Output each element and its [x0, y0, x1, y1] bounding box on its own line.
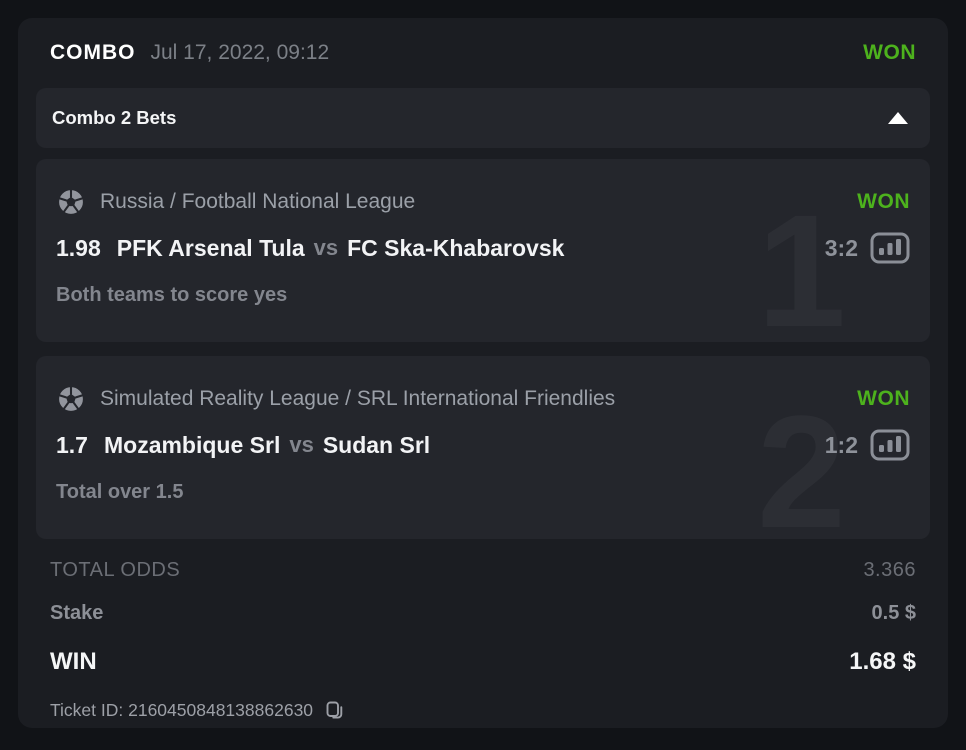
bet-index-watermark: 2: [757, 382, 846, 540]
away-team: Sudan Srl: [322, 431, 431, 458]
ticket-summary: TOTAL ODDS 3.366 Stake 0.5 $ WIN 1.68 $ …: [36, 553, 930, 735]
league-row: Russia / Football National League WON: [56, 159, 910, 217]
match-score: 3:2: [824, 234, 858, 261]
match-row: 1.7 Mozambique Srl vs Sudan Srl 1:2: [56, 429, 910, 461]
stake-row: Stake 0.5 $: [50, 587, 916, 639]
ticket-type-label: COMBO: [50, 41, 136, 64]
combo-ticket-card: COMBO Jul 17, 2022, 09:12 WON Combo 2 Be…: [18, 18, 948, 728]
match-stats-button[interactable]: [870, 429, 910, 461]
bet-outcome: Both teams to score yes: [56, 284, 288, 306]
vs-label: vs: [289, 432, 314, 457]
bet-index-watermark: 1: [757, 181, 846, 343]
ticket-datetime: Jul 17, 2022, 09:12: [150, 41, 330, 64]
home-team: PFK Arsenal Tula: [116, 234, 305, 261]
outcome-row: Total over 1.5: [56, 481, 910, 504]
copy-ticket-id-button[interactable]: [323, 699, 346, 722]
home-team: Mozambique Srl: [103, 431, 281, 458]
vs-label: vs: [313, 235, 339, 260]
bet-odds: 1.7: [56, 431, 88, 458]
bar-chart-icon: [870, 429, 910, 461]
bar-chart-icon: [870, 232, 910, 264]
bet-odds: 1.98: [56, 234, 101, 261]
soccer-ball-icon: [57, 385, 85, 413]
match-row: 1.98 PFK Arsenal Tula vs FC Ska-Khabarov…: [56, 232, 910, 264]
bet-outcome: Total over 1.5: [56, 481, 184, 503]
bet-status-badge: WON: [857, 387, 910, 410]
ticket-header: COMBO Jul 17, 2022, 09:12 WON: [36, 18, 930, 88]
combo-bets-label: Combo 2 Bets: [52, 107, 177, 128]
win-value: 1.68 $: [849, 648, 916, 675]
win-label: WIN: [50, 648, 97, 675]
collapse-triangle-up-icon: [888, 112, 908, 124]
league-name: Simulated Reality League / SRL Internati…: [100, 387, 616, 410]
soccer-ball-icon: [57, 188, 85, 216]
outcome-row: Both teams to score yes: [56, 284, 910, 307]
total-odds-label: TOTAL ODDS: [50, 558, 181, 581]
stake-value: 0.5 $: [871, 601, 916, 624]
stake-label: Stake: [50, 601, 104, 624]
match-score: 1:2: [824, 431, 858, 458]
copy-icon: [326, 701, 343, 719]
total-odds-row: TOTAL ODDS 3.366: [50, 553, 916, 587]
away-team: FC Ska-Khabarovsk: [347, 234, 565, 261]
win-row: WIN 1.68 $: [50, 639, 916, 685]
bet-card-1: 1 Russia / Football National League WON: [36, 159, 930, 342]
combo-bets-toggle[interactable]: Combo 2 Bets: [36, 88, 930, 148]
league-name: Russia / Football National League: [100, 190, 416, 213]
league-row: Simulated Reality League / SRL Internati…: [56, 356, 910, 414]
ticket-id-text: Ticket ID: 2160450848138862630: [50, 699, 314, 720]
total-odds-value: 3.366: [863, 558, 916, 581]
bet-status-badge: WON: [857, 190, 910, 213]
bet-card-2: 2 Simulated Reality League / SRL Interna…: [36, 356, 930, 539]
ticket-id-row: Ticket ID: 2160450848138862630: [50, 685, 916, 735]
match-stats-button[interactable]: [870, 232, 910, 264]
ticket-status-badge: WON: [863, 41, 916, 64]
